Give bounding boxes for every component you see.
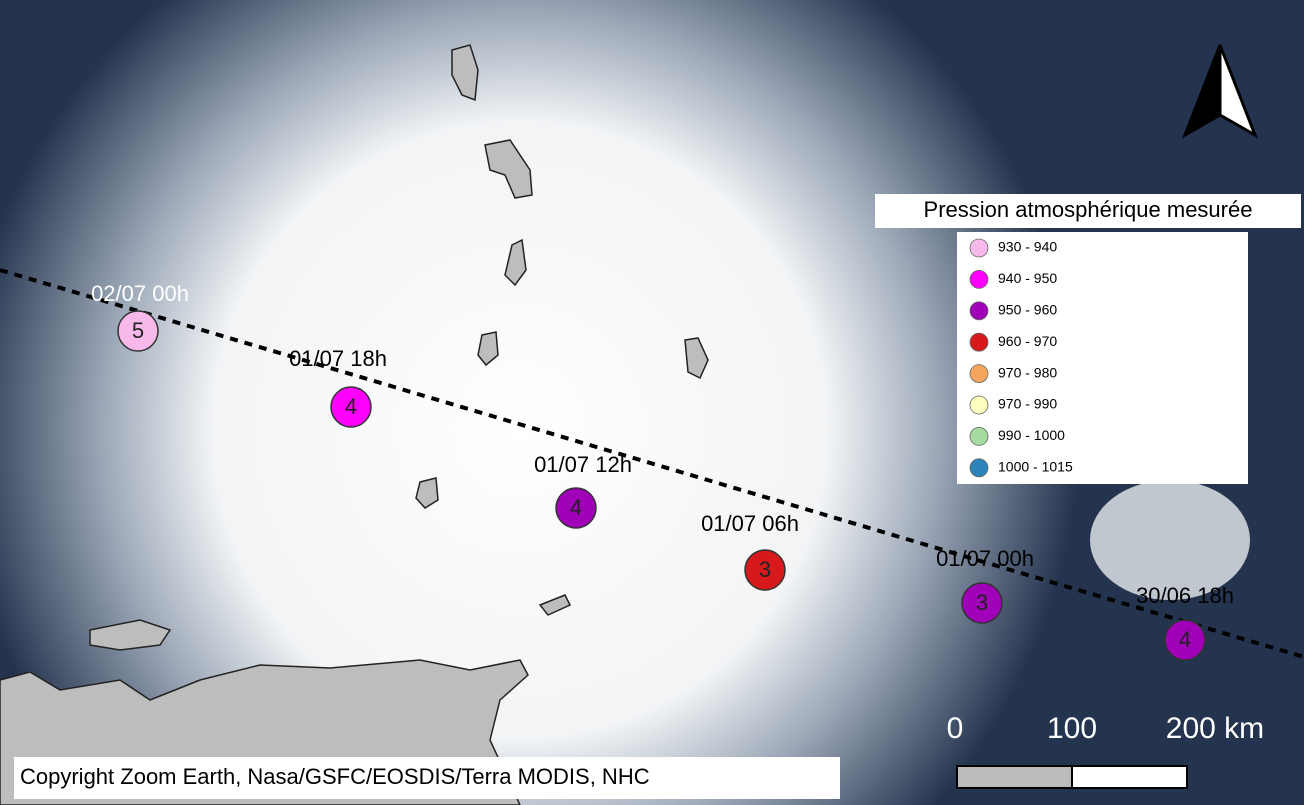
category-label: 4 [345, 394, 357, 419]
legend-box [957, 232, 1248, 484]
legend-swatch [969, 426, 989, 446]
legend-label: 960 - 970 [998, 333, 1057, 349]
time-label: 02/07 00h [91, 281, 189, 306]
scale-label: 0 [947, 712, 964, 745]
scale-label: 200 km [1166, 712, 1264, 745]
track-point [1164, 619, 1206, 661]
legend-label: 940 - 950 [998, 270, 1057, 286]
copyright: Copyright Zoom Earth, Nasa/GSFC/EOSDIS/T… [20, 764, 650, 789]
legend-swatch [969, 364, 989, 384]
time-label: 01/07 18h [289, 346, 387, 371]
track-point [117, 310, 159, 352]
time-label: 01/07 06h [701, 511, 799, 536]
time-label: 01/07 12h [534, 452, 632, 477]
north-arrow [1182, 44, 1258, 139]
legend-label: 990 - 1000 [998, 427, 1065, 443]
legend-swatch [969, 332, 989, 352]
legend-swatch [969, 395, 989, 415]
legend-label: 930 - 940 [998, 239, 1057, 255]
scale-label: 100 [1047, 712, 1097, 745]
scale-bar-segment [956, 765, 1073, 789]
track-point [330, 386, 372, 428]
legend-title: Pression atmosphérique mesurée [924, 197, 1253, 222]
cloud-patch [1090, 480, 1250, 600]
legend-swatch [969, 238, 989, 258]
legend-title-box [875, 194, 1301, 228]
category-label: 3 [759, 557, 771, 582]
category-label: 4 [570, 495, 582, 520]
category-label: 4 [1179, 627, 1191, 652]
legend-swatch [969, 458, 989, 478]
time-label: 01/07 00h [936, 546, 1034, 571]
scale-bar-segment [1071, 765, 1188, 789]
legend-label: 950 - 960 [998, 302, 1057, 318]
copyright-box [14, 757, 840, 799]
legend-label: 970 - 980 [998, 364, 1057, 380]
track-line [0, 268, 1304, 659]
time-label: 30/06 18h [1136, 583, 1234, 608]
track-point [961, 582, 1003, 624]
category-label: 5 [132, 318, 144, 343]
category-label: 3 [976, 590, 988, 615]
track-point [744, 549, 786, 591]
legend-label: 970 - 990 [998, 396, 1057, 412]
legend-swatch [969, 269, 989, 289]
legend-label: 1000 - 1015 [998, 459, 1073, 475]
legend-swatch [969, 301, 989, 321]
track-point [555, 487, 597, 529]
